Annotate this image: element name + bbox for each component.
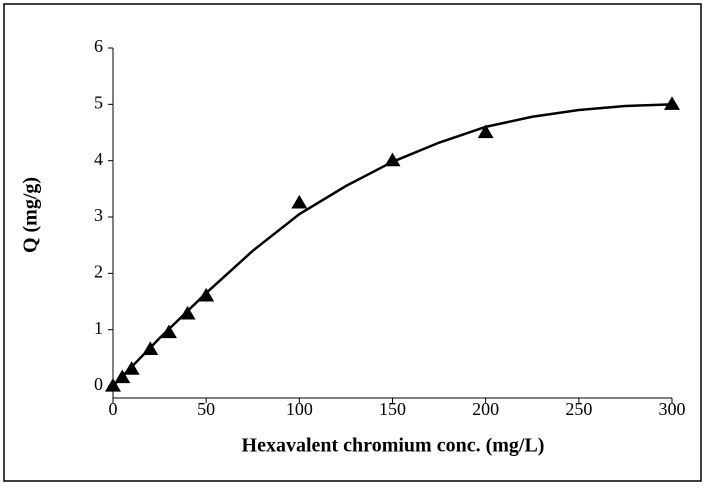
triangle-marker [477,124,494,139]
x-tick-label: 100 [286,399,313,419]
y-tick-label: 1 [94,318,103,338]
x-tick-label: 0 [109,399,118,419]
y-axis-label: Q (mg/g) [20,177,42,253]
y-tick-label: 2 [94,261,103,281]
x-axis-label: Hexavalent chromium conc. (mg/L) [242,435,545,457]
x-tick-label: 200 [472,399,499,419]
x-tick-label: 300 [659,399,686,419]
chart-frame [3,3,702,482]
y-tick-label: 5 [94,92,103,112]
x-tick-label: 250 [565,399,592,419]
y-tick-label: 0 [94,374,103,394]
triangle-marker [664,96,680,110]
x-tick-label: 150 [379,399,406,419]
y-tick-label: 3 [94,205,103,225]
fit-curve [112,103,673,387]
x-tick-label: 50 [197,399,215,419]
triangle-marker [291,194,308,209]
y-tick-label: 4 [94,149,103,169]
y-tick-label: 6 [94,36,103,56]
